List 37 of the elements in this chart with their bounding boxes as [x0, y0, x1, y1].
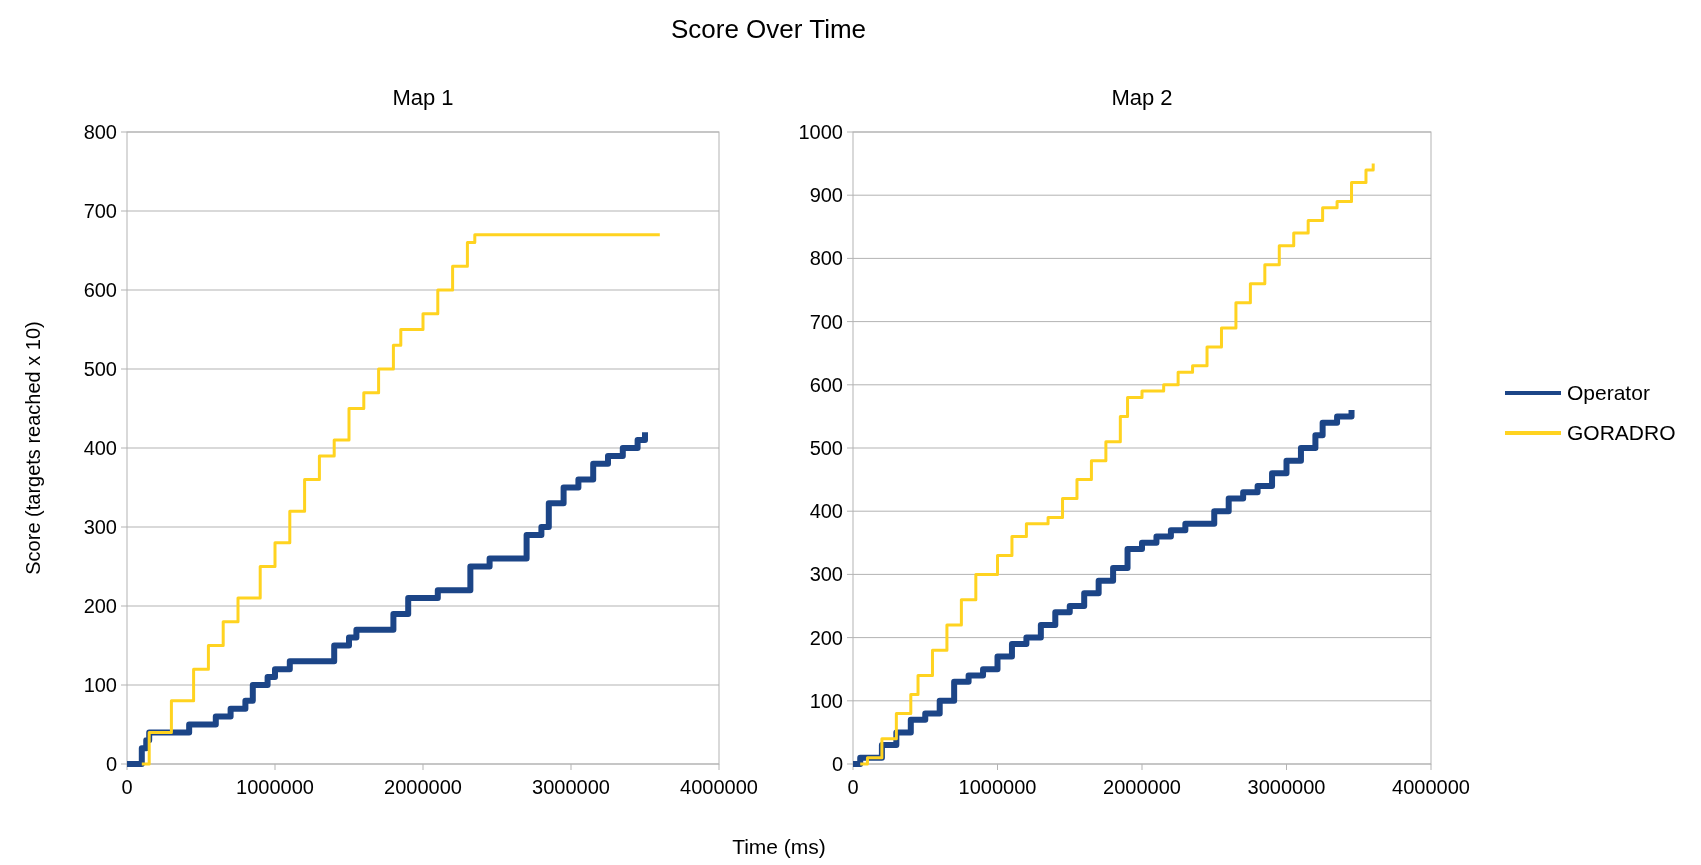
y-tick-label: 400 — [83, 437, 117, 459]
y-tick-label: 800 — [83, 121, 117, 143]
y-tick-label: 400 — [809, 500, 843, 523]
chart-subtitle: Map 2 — [1111, 85, 1173, 110]
y-tick-label: 0 — [831, 753, 843, 775]
y-tick-label: 200 — [83, 595, 117, 617]
y-tick-label: 700 — [83, 200, 117, 222]
y-tick-label: 800 — [809, 247, 843, 270]
chart-title: Score Over Time — [670, 14, 867, 44]
x-tick-label: 0 — [121, 776, 133, 798]
y-tick-label: 300 — [809, 563, 843, 586]
y-axis-title: Score (targets reached x 10) — [22, 321, 44, 575]
x-tick-label: 3000000 — [532, 776, 610, 798]
x-tick-label: 2000000 — [1103, 776, 1181, 798]
x-tick-label: 0 — [847, 776, 859, 798]
x-axis-title: Time (ms) — [732, 835, 826, 858]
x-tick-label: 2000000 — [384, 776, 462, 798]
y-tick-label: 500 — [809, 437, 843, 459]
y-tick-label: 700 — [809, 310, 843, 333]
legend-label: GORADRO — [1567, 421, 1676, 445]
y-tick-label: 100 — [809, 689, 843, 712]
x-tick-label: 4000000 — [1392, 776, 1470, 798]
chart-subtitle: Map 1 — [392, 85, 454, 110]
y-tick-label: 600 — [809, 373, 843, 396]
y-tick-label: 900 — [809, 184, 843, 207]
y-tick-label: 100 — [83, 674, 117, 696]
y-tick-label: 300 — [83, 516, 117, 538]
x-tick-label: 4000000 — [680, 776, 758, 798]
legend-label: Operator — [1567, 381, 1650, 405]
x-tick-label: 1000000 — [958, 776, 1037, 798]
y-tick-label: 500 — [83, 358, 117, 380]
x-tick-label: 1000000 — [236, 776, 314, 798]
x-tick-label: 3000000 — [1247, 776, 1326, 798]
y-tick-label: 200 — [809, 626, 843, 649]
y-tick-label: 0 — [105, 753, 117, 775]
y-tick-label: 600 — [83, 279, 117, 301]
y-tick-label: 1000 — [798, 121, 843, 143]
